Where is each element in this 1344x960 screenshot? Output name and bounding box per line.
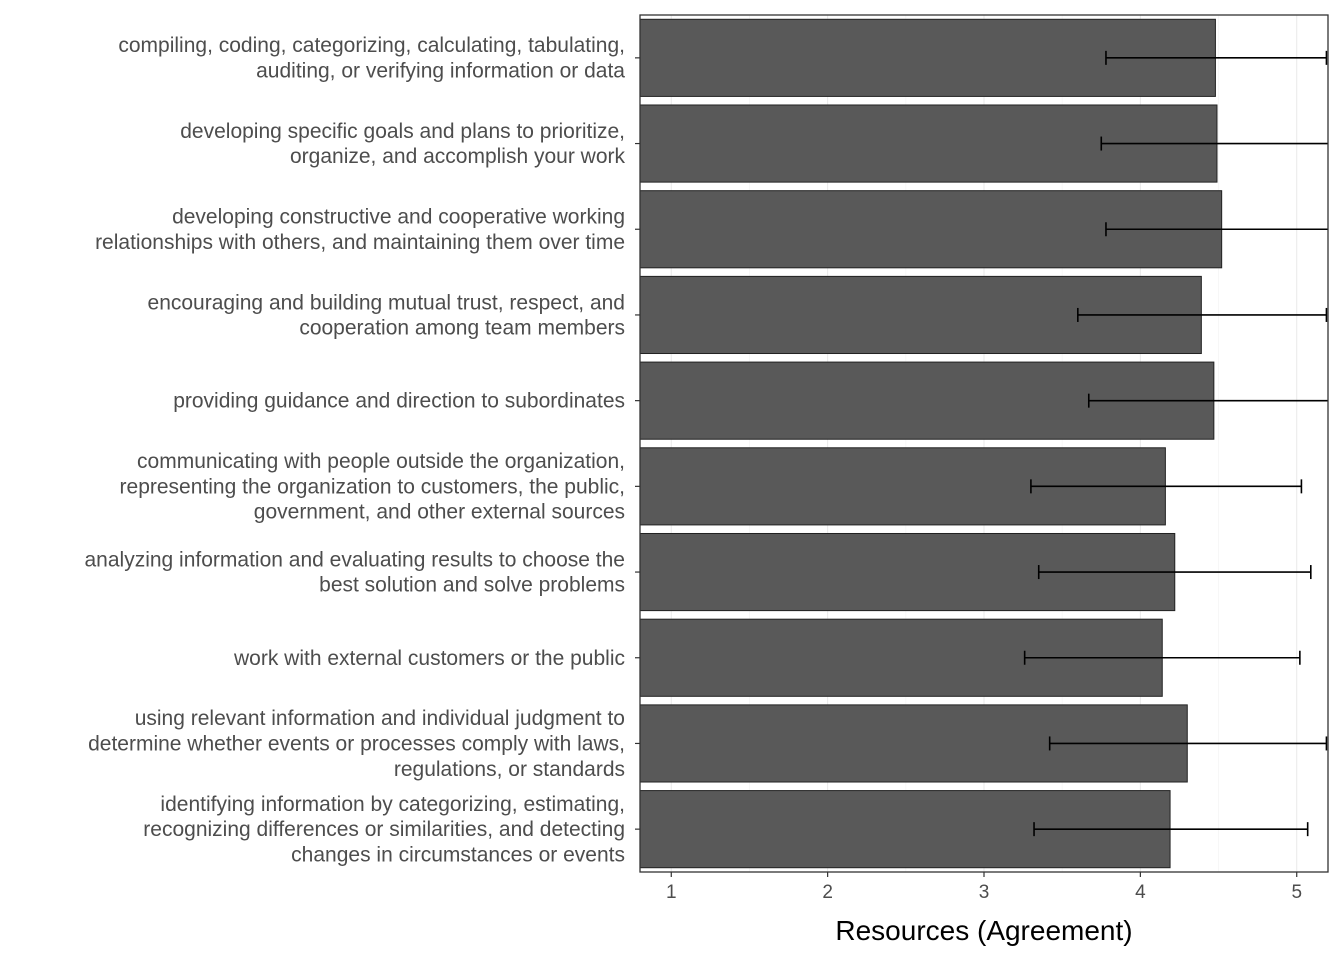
y-tick-label: using relevant information and individua… bbox=[88, 707, 625, 781]
y-tick-label: analyzing information and evaluating res… bbox=[84, 548, 625, 596]
x-tick-label: 5 bbox=[1291, 882, 1302, 903]
y-tick-label: developing constructive and cooperative … bbox=[95, 206, 625, 254]
x-axis: 1 2 3 4 5 bbox=[666, 872, 1302, 903]
y-tick-label: providing guidance and direction to subo… bbox=[173, 390, 625, 413]
y-tick-label: developing specific goals and plans to p… bbox=[180, 120, 625, 168]
error-bars bbox=[1023, 50, 1328, 837]
y-tick-label: identifying information by categorizing,… bbox=[143, 793, 625, 867]
y-tick-label: communicating with people outside the or… bbox=[120, 450, 625, 524]
y-axis: compiling, coding, categorizing, calcula… bbox=[84, 34, 640, 866]
y-tick-label: encouraging and building mutual trust, r… bbox=[148, 291, 625, 339]
x-tick-label: 4 bbox=[1135, 882, 1146, 903]
y-tick-label: compiling, coding, categorizing, calcula… bbox=[118, 34, 625, 82]
x-tick-label: 3 bbox=[979, 882, 990, 903]
x-axis-title: Resources (Agreement) bbox=[835, 915, 1132, 946]
y-tick-label: work with external customers or the publ… bbox=[233, 647, 625, 670]
x-tick-label: 2 bbox=[822, 882, 833, 903]
x-tick-label: 1 bbox=[666, 882, 677, 903]
